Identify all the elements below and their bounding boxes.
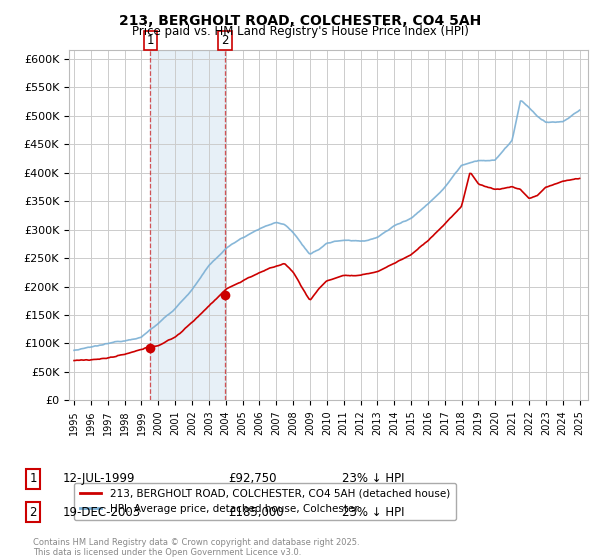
Text: £185,000: £185,000 xyxy=(228,506,284,519)
Text: £92,750: £92,750 xyxy=(228,472,277,486)
Text: 12-JUL-1999: 12-JUL-1999 xyxy=(63,472,136,486)
Text: 23% ↓ HPI: 23% ↓ HPI xyxy=(342,472,404,486)
Text: 23% ↓ HPI: 23% ↓ HPI xyxy=(342,506,404,519)
Text: 1: 1 xyxy=(29,472,37,486)
Bar xyxy=(151,50,225,400)
Text: 2: 2 xyxy=(29,506,37,519)
Text: 2: 2 xyxy=(221,34,229,47)
Text: Price paid vs. HM Land Registry's House Price Index (HPI): Price paid vs. HM Land Registry's House … xyxy=(131,25,469,38)
Text: 19-DEC-2003: 19-DEC-2003 xyxy=(63,506,141,519)
Text: 1: 1 xyxy=(146,34,154,47)
Text: Contains HM Land Registry data © Crown copyright and database right 2025.
This d: Contains HM Land Registry data © Crown c… xyxy=(33,538,359,557)
Text: 213, BERGHOLT ROAD, COLCHESTER, CO4 5AH: 213, BERGHOLT ROAD, COLCHESTER, CO4 5AH xyxy=(119,14,481,28)
Legend: 213, BERGHOLT ROAD, COLCHESTER, CO4 5AH (detached house), HPI: Average price, de: 213, BERGHOLT ROAD, COLCHESTER, CO4 5AH … xyxy=(74,483,456,520)
